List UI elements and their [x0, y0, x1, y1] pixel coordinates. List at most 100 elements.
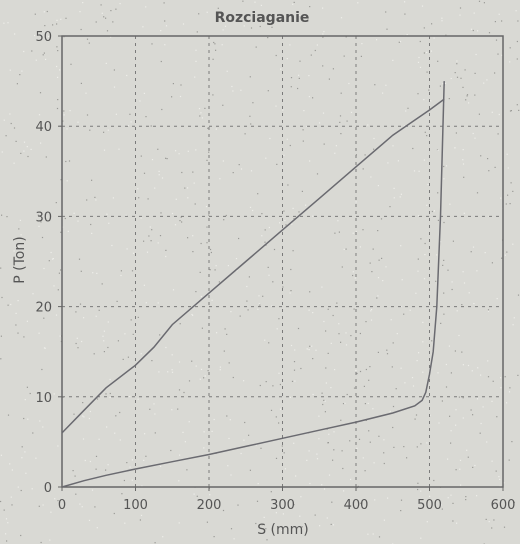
noise-speck	[501, 54, 503, 56]
noise-speck	[44, 25, 46, 27]
noise-speck	[316, 458, 319, 460]
noise-speck	[290, 268, 292, 271]
noise-speck	[218, 281, 220, 283]
noise-speck	[500, 387, 502, 389]
noise-speck	[392, 426, 394, 429]
noise-speck	[323, 488, 326, 490]
noise-speck	[129, 113, 131, 115]
x-axis-label: S (mm)	[257, 522, 309, 538]
noise-speck	[24, 451, 26, 453]
noise-speck	[512, 190, 514, 192]
noise-speck	[499, 478, 501, 480]
noise-speck	[184, 441, 186, 443]
noise-speck	[459, 459, 462, 461]
noise-speck	[396, 333, 398, 335]
noise-speck	[420, 490, 422, 492]
noise-speck	[163, 2, 165, 4]
noise-speck	[160, 30, 162, 32]
noise-speck	[291, 380, 294, 382]
noise-speck	[420, 537, 422, 539]
noise-speck	[464, 69, 466, 71]
noise-speck	[378, 435, 380, 437]
noise-speck	[113, 512, 115, 515]
noise-speck	[289, 396, 291, 398]
noise-speck	[461, 351, 463, 353]
noise-speck	[494, 21, 496, 23]
noise-speck	[187, 150, 189, 152]
noise-speck	[332, 68, 334, 70]
noise-speck	[492, 380, 494, 382]
noise-speck	[300, 496, 302, 498]
noise-speck	[472, 132, 474, 135]
noise-speck	[232, 376, 234, 379]
noise-speck	[179, 323, 181, 325]
noise-speck	[179, 454, 181, 456]
noise-speck	[311, 345, 313, 347]
noise-speck	[290, 77, 293, 79]
noise-speck	[282, 513, 284, 515]
noise-speck	[178, 153, 180, 155]
noise-speck	[356, 372, 358, 375]
noise-speck	[406, 457, 408, 459]
noise-speck	[100, 4, 102, 6]
noise-speck	[306, 348, 308, 350]
noise-speck	[98, 309, 100, 311]
noise-speck	[306, 459, 308, 461]
noise-speck	[357, 2, 359, 4]
noise-speck	[463, 212, 465, 214]
y-tick-label: 40	[35, 120, 52, 135]
noise-speck	[278, 422, 280, 424]
noise-speck	[335, 145, 337, 147]
noise-speck	[283, 452, 285, 454]
noise-speck	[89, 410, 91, 413]
noise-speck	[140, 155, 142, 157]
noise-speck	[62, 120, 64, 122]
noise-speck	[323, 143, 325, 145]
noise-speck	[477, 367, 479, 369]
noise-speck	[195, 60, 197, 62]
noise-speck	[452, 502, 454, 504]
noise-speck	[143, 172, 146, 174]
noise-speck	[222, 160, 224, 162]
noise-speck	[438, 422, 440, 424]
noise-speck	[58, 272, 60, 274]
noise-speck	[60, 18, 62, 20]
noise-speck	[371, 271, 373, 273]
noise-speck	[175, 198, 177, 200]
noise-speck	[154, 542, 156, 544]
noise-speck	[103, 149, 106, 151]
noise-speck	[281, 445, 283, 447]
noise-speck	[200, 242, 202, 245]
noise-speck	[244, 133, 246, 135]
noise-speck	[130, 319, 132, 321]
noise-speck	[268, 274, 270, 276]
noise-speck	[364, 154, 366, 156]
noise-speck	[355, 230, 357, 233]
noise-speck	[182, 431, 184, 433]
noise-speck	[488, 170, 490, 172]
noise-speck	[198, 13, 200, 15]
noise-speck	[295, 475, 297, 477]
noise-speck	[474, 94, 476, 96]
noise-speck	[292, 207, 294, 209]
noise-speck	[188, 421, 190, 423]
noise-speck	[199, 271, 201, 273]
noise-speck	[42, 504, 44, 506]
noise-speck	[429, 495, 431, 497]
noise-speck	[423, 99, 425, 101]
noise-speck	[318, 122, 321, 124]
noise-speck	[373, 137, 375, 140]
series-group	[61, 81, 445, 488]
noise-speck	[473, 303, 475, 305]
noise-speck	[229, 419, 231, 421]
noise-speck	[359, 332, 361, 335]
noise-speck	[418, 56, 420, 59]
noise-speck	[103, 340, 105, 342]
noise-speck	[423, 52, 425, 54]
noise-speck	[293, 369, 296, 371]
noise-speck	[383, 439, 385, 441]
noise-speck	[334, 152, 336, 154]
noise-speck	[117, 340, 119, 342]
noise-speck	[50, 251, 52, 254]
